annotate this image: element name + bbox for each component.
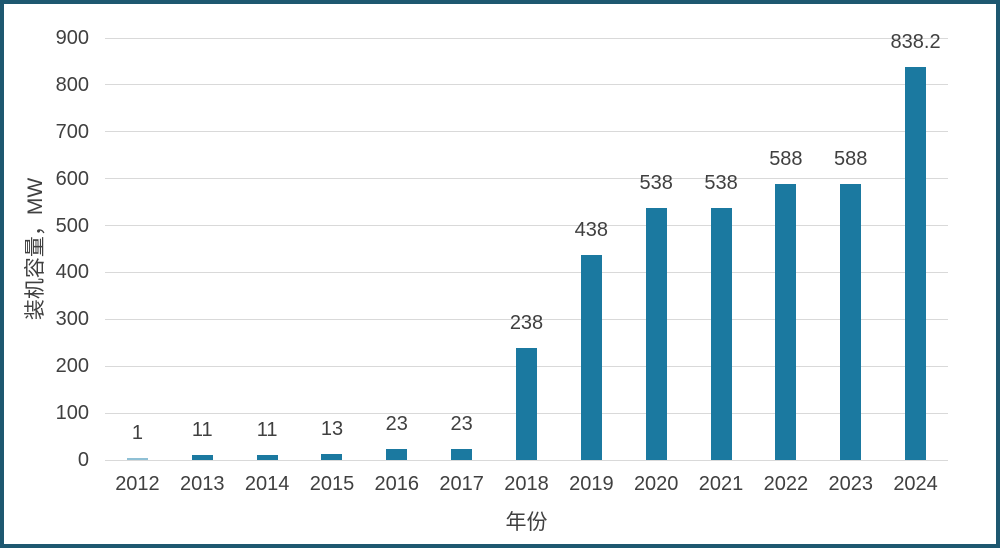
bar-2020 [645, 207, 667, 460]
bar-2018 [516, 348, 537, 460]
x-tick-label: 2018 [504, 473, 549, 495]
value-label: 538 [639, 171, 673, 194]
x-tick-label: 2014 [244, 473, 290, 495]
value-label: 11 [191, 418, 213, 441]
y-tick-label: 0 [77, 449, 89, 471]
value-label: 838.2 [890, 30, 941, 53]
y-tick-label: 100 [55, 402, 89, 425]
y-tick-label: 700 [55, 120, 89, 143]
gridline [105, 318, 948, 320]
y-tick-label: 500 [55, 214, 89, 237]
value-label: 23 [385, 413, 408, 436]
gridline [105, 131, 948, 133]
bar-2012 [126, 458, 148, 460]
y-tick-label: 900 [55, 27, 89, 49]
x-tick-label: 2022 [763, 473, 809, 495]
x-axis-title: 年份 [505, 511, 548, 534]
bar-2016 [386, 449, 408, 460]
bar-2015 [321, 453, 343, 460]
value-label: 588 [834, 148, 868, 171]
value-label: 13 [320, 417, 344, 440]
bar-2019 [580, 254, 602, 460]
value-label: 11 [256, 418, 278, 441]
bar-2013 [191, 454, 213, 460]
y-tick-label: 300 [55, 308, 89, 331]
gridline [105, 84, 948, 86]
y-tick-label: 200 [55, 355, 89, 378]
bar-2017 [451, 449, 473, 460]
bar-2014 [256, 454, 278, 460]
value-label: 538 [704, 171, 738, 194]
gridline [105, 37, 948, 39]
x-tick-label: 2023 [828, 473, 873, 495]
x-tick-label: 2019 [569, 473, 614, 495]
value-label: 238 [509, 312, 544, 335]
x-tick-label: 2017 [439, 473, 484, 495]
value-label: 438 [574, 218, 609, 241]
gridline [105, 225, 948, 227]
y-tick-label: 400 [55, 261, 89, 284]
x-tick-label: 2016 [374, 473, 420, 495]
x-tick-label: 2012 [115, 473, 160, 495]
value-label: 588 [769, 148, 803, 171]
x-tick-label: 2021 [698, 473, 744, 495]
x-tick-label: 2024 [893, 473, 938, 495]
value-label: 23 [450, 413, 473, 436]
bar-2023 [840, 184, 862, 460]
y-tick-label: 600 [55, 167, 89, 190]
bar-2024 [905, 66, 927, 460]
bar-2021 [710, 207, 732, 460]
gridline [105, 459, 948, 461]
x-tick-label: 2013 [180, 473, 225, 495]
y-axis-tick-labels: 0 100 200 300 400 500 600 700 800 900 [4, 27, 97, 471]
value-label: 1 [131, 422, 143, 444]
gridline [105, 178, 948, 180]
plot-area: 1 11 11 13 23 23 238 438 538 538 588 588 838.2 2012 2… [105, 31, 948, 495]
x-tick-label: 2020 [633, 473, 679, 495]
bar-2022 [775, 184, 797, 460]
gridline [105, 271, 948, 273]
x-tick-label: 2015 [309, 473, 355, 495]
y-tick-label: 800 [55, 73, 89, 96]
